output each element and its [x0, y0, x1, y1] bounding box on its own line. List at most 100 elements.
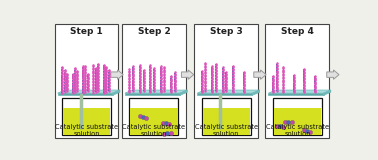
Bar — [149, 67, 151, 68]
Bar — [72, 80, 73, 81]
Bar — [203, 108, 250, 135]
Bar — [293, 83, 295, 84]
Bar — [105, 70, 107, 71]
FancyBboxPatch shape — [122, 24, 186, 138]
Bar — [72, 87, 73, 88]
Bar — [304, 72, 305, 73]
Bar — [232, 73, 234, 75]
Bar — [85, 71, 86, 72]
Bar — [174, 87, 176, 88]
Bar — [98, 66, 99, 67]
Bar — [82, 84, 84, 85]
Bar — [283, 87, 284, 88]
Bar — [276, 80, 277, 81]
Bar — [211, 74, 213, 75]
Bar — [105, 77, 107, 78]
Bar — [108, 86, 110, 88]
Bar — [129, 71, 130, 72]
Bar — [103, 69, 105, 70]
Bar — [304, 87, 305, 88]
Bar — [149, 75, 151, 76]
Bar — [153, 84, 155, 85]
Bar — [87, 74, 89, 75]
Bar — [293, 81, 295, 82]
Bar — [211, 90, 213, 91]
Bar — [132, 75, 134, 76]
Bar — [95, 69, 97, 71]
Bar — [93, 69, 94, 71]
Bar — [153, 75, 155, 76]
Bar — [222, 82, 223, 84]
Bar — [143, 84, 144, 85]
Bar — [164, 80, 165, 81]
Bar — [76, 87, 78, 88]
Bar — [66, 78, 68, 80]
Bar — [82, 90, 84, 91]
Bar — [98, 80, 99, 82]
Bar — [82, 75, 84, 77]
Bar — [293, 84, 295, 85]
Bar — [276, 72, 277, 73]
Bar — [283, 85, 284, 87]
Bar — [95, 74, 97, 75]
Polygon shape — [324, 90, 331, 95]
Bar — [61, 69, 63, 70]
Bar — [62, 98, 111, 135]
Bar — [243, 72, 245, 73]
Bar — [222, 78, 223, 79]
Bar — [283, 74, 284, 75]
Bar — [304, 76, 305, 78]
Bar — [93, 85, 94, 87]
Bar — [204, 72, 206, 73]
Bar — [72, 74, 73, 75]
Bar — [225, 81, 227, 82]
Bar — [164, 76, 165, 77]
Bar — [149, 90, 151, 91]
Bar — [276, 75, 277, 76]
Bar — [149, 66, 151, 67]
Bar — [95, 84, 97, 86]
Bar — [139, 91, 141, 92]
Bar — [201, 71, 203, 73]
Bar — [66, 89, 68, 91]
Bar — [153, 78, 155, 79]
Bar — [204, 69, 206, 70]
Bar — [132, 85, 134, 87]
Bar — [153, 85, 155, 86]
Bar — [211, 83, 213, 84]
Bar — [64, 73, 65, 74]
Bar — [85, 66, 86, 68]
Bar — [204, 63, 206, 64]
Bar — [153, 73, 155, 74]
Polygon shape — [327, 70, 339, 79]
Bar — [314, 90, 316, 91]
Bar — [82, 87, 84, 88]
Bar — [174, 77, 176, 78]
Bar — [222, 73, 223, 75]
Polygon shape — [111, 70, 123, 79]
Bar — [304, 73, 305, 75]
Bar — [272, 90, 274, 91]
Bar — [82, 88, 84, 90]
Bar — [74, 90, 76, 92]
Bar — [283, 88, 284, 90]
Bar — [105, 73, 107, 74]
Polygon shape — [197, 90, 260, 93]
Bar — [276, 64, 277, 65]
Bar — [164, 85, 165, 87]
Bar — [215, 73, 217, 74]
Bar — [276, 78, 277, 79]
FancyBboxPatch shape — [54, 24, 118, 138]
Bar — [132, 80, 134, 81]
Bar — [160, 88, 162, 89]
Bar — [64, 89, 65, 90]
Bar — [105, 79, 107, 80]
Bar — [98, 77, 99, 79]
Bar — [164, 83, 165, 84]
Bar — [160, 81, 162, 82]
Bar — [93, 91, 94, 93]
Bar — [105, 89, 107, 90]
Bar — [215, 78, 217, 79]
Bar — [129, 88, 130, 89]
Bar — [149, 69, 151, 70]
